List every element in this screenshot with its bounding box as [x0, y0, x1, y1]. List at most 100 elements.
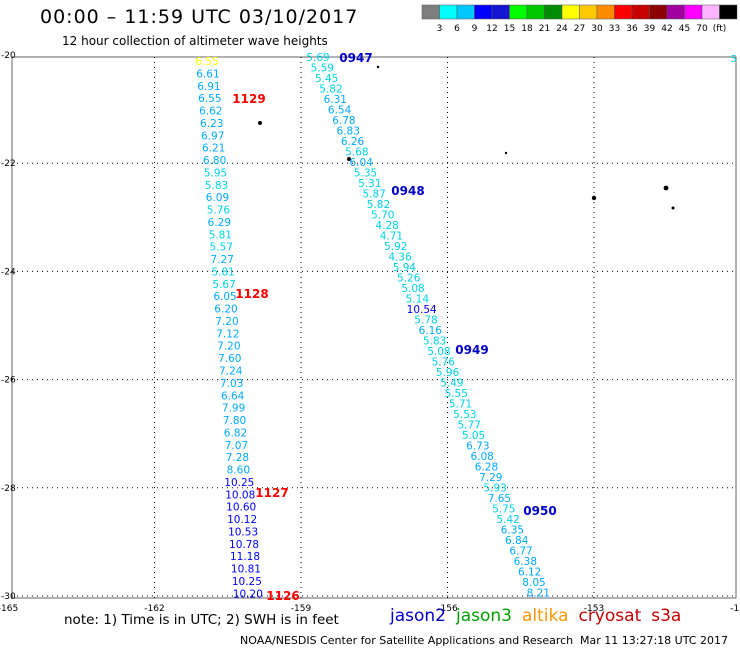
- swh-value: 6.91: [197, 81, 220, 93]
- swh-value: 4.71: [380, 231, 403, 243]
- swh-value: 6.20: [214, 304, 237, 316]
- scale-swatch: [596, 4, 615, 20]
- satellite-s3a-label: s3a: [651, 606, 682, 626]
- swh-value: 10.60: [226, 502, 256, 514]
- swh-value: 6.78: [332, 115, 355, 127]
- swh-value: 5.67: [212, 279, 235, 291]
- map-frame: [11, 56, 737, 599]
- swh-value: 8.21: [527, 588, 550, 600]
- scale-label: 39: [644, 24, 656, 34]
- swh-value: 6.61: [196, 68, 219, 80]
- latitude-tick-label: -28: [1, 484, 16, 494]
- edge-swh-value: 5: [731, 54, 737, 65]
- satellite-jason3-label: jason3: [456, 606, 512, 626]
- satellite-jason2-label: jason2: [390, 606, 446, 626]
- swh-value: 7.03: [220, 378, 243, 390]
- swh-value: 6.05: [213, 291, 236, 303]
- scale-label: 6: [454, 24, 460, 34]
- swh-value: 5.42: [496, 514, 519, 526]
- island-marker: [258, 121, 262, 125]
- swh-value: 10.78: [229, 539, 259, 551]
- swh-value: 6.16: [419, 325, 443, 337]
- swh-value: 6.28: [475, 462, 498, 474]
- swh-value: 5.71: [449, 399, 472, 411]
- scale-swatch: [456, 4, 475, 20]
- swh-value: 5.94: [393, 262, 417, 274]
- swh-value: 6.55: [195, 56, 218, 68]
- swh-value: 6.82: [224, 427, 247, 439]
- scale-label: 21: [539, 24, 550, 34]
- swh-value: 5.81: [211, 266, 234, 278]
- swh-value: 6.23: [200, 118, 223, 130]
- swh-value: 5.69: [306, 52, 329, 64]
- swh-value: 6.62: [199, 106, 222, 118]
- swh-value: 5.76: [207, 205, 231, 217]
- scale-swatch: [631, 4, 650, 20]
- swh-value: 10.53: [228, 526, 258, 538]
- longitude-tick-label: -159: [291, 604, 312, 614]
- swh-value: 5.45: [315, 73, 338, 85]
- scale-swatch: [544, 4, 563, 20]
- credit-line: NOAA/NESDIS Center for Satellite Applica…: [240, 634, 574, 647]
- swh-value: 6.26: [341, 136, 365, 148]
- color-scale-legend: 3 6 9 12 15 18 21 24 27 30 33 36 39 42 45 70 (ft): [421, 4, 738, 34]
- swh-value: 10.25: [232, 576, 262, 588]
- satellite-altika-label: altika: [522, 606, 569, 626]
- longitude-tick-label: -150: [730, 604, 740, 614]
- swh-value: 5.57: [210, 242, 233, 254]
- swh-value: 5.95: [204, 167, 227, 179]
- swh-value: 10.25: [224, 477, 254, 489]
- island-marker: [504, 151, 508, 155]
- swh-value: 7.60: [218, 353, 241, 365]
- swh-value: 6.97: [201, 130, 224, 142]
- swh-value: 5.14: [406, 294, 430, 306]
- swh-value: 7.20: [217, 341, 240, 353]
- swh-value: 10.54: [407, 304, 437, 316]
- latitude-tick-label: -26: [1, 376, 16, 386]
- swh-value: 6.08: [470, 451, 493, 463]
- scale-label: 33: [609, 24, 620, 34]
- scale-swatch: [666, 4, 685, 20]
- swh-value: 6.77: [509, 546, 532, 558]
- swh-value: 5.87: [362, 189, 385, 201]
- swh-value: 6.73: [466, 441, 489, 453]
- longitude-tick-label: -156: [437, 604, 458, 614]
- swh-value: 6.84: [505, 535, 529, 547]
- scale-swatch: [491, 4, 510, 20]
- scale-swatch: [421, 4, 440, 20]
- scale-label: 36: [626, 24, 638, 34]
- latitude-tick-label: -24: [1, 267, 16, 277]
- satellite-cryosat-label: cryosat: [578, 606, 642, 626]
- swh-value: 6.54: [328, 105, 352, 117]
- scale-swatch: [701, 4, 720, 20]
- scale-swatch: [579, 4, 598, 20]
- swh-value: 5.35: [354, 168, 377, 180]
- scale-swatch: [614, 4, 633, 20]
- swh-value: 7.27: [211, 254, 234, 266]
- pass-time-label: 0948: [391, 184, 424, 198]
- pass-time-label: 0950: [523, 504, 556, 518]
- scale-swatch: [509, 4, 528, 20]
- swh-value: 5.31: [358, 178, 381, 190]
- swh-value: 5.68: [345, 147, 368, 159]
- swh-value: 5.92: [384, 241, 407, 253]
- longitude-tick-label: -153: [584, 604, 604, 614]
- scale-label: 24: [556, 24, 568, 34]
- longitude-tick-label: -165: [0, 604, 18, 614]
- swh-value: 7.24: [219, 366, 243, 378]
- swh-value: 6.04: [350, 157, 374, 169]
- scale-swatch: [561, 4, 580, 20]
- swh-value: 8.05: [522, 577, 545, 589]
- island-marker: [591, 195, 597, 201]
- scale-label: 45: [679, 24, 690, 34]
- swh-value: 5.55: [445, 388, 468, 400]
- scale-label: (ft): [713, 24, 727, 34]
- scale-swatch: [649, 4, 668, 20]
- scale-label: 27: [574, 24, 585, 34]
- scale-label: 30: [591, 24, 603, 34]
- scale-label: 9: [472, 24, 478, 34]
- swh-value: 5.08: [401, 283, 424, 295]
- swh-value: 5.96: [436, 367, 460, 379]
- scale-label: 3: [437, 24, 443, 34]
